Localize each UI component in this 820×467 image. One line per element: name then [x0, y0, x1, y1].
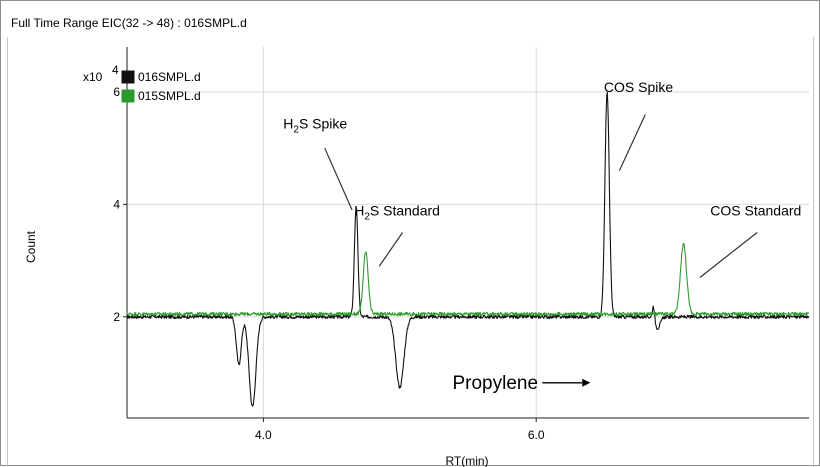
annotation-label-3: COS Standard — [710, 203, 801, 219]
legend-label-015smpl: 015SMPL.d — [138, 89, 201, 103]
propylene-arrow-head — [582, 378, 591, 387]
legend[interactable]: 016SMPL.d 015SMPL.d — [121, 70, 201, 103]
y-axis-label: Count — [24, 230, 38, 263]
annotations-layer: H2S Spike H2S Standard COS Spike COS Standa… — [283, 79, 801, 394]
y-tick-label-2: 2 — [113, 310, 120, 324]
propylene-callout: Propylene — [452, 373, 591, 394]
inner-frame — [7, 37, 814, 467]
axes-layer — [126, 47, 809, 419]
annotation-leader-1 — [378, 232, 404, 267]
annotation-3: COS Standard — [699, 203, 801, 278]
x-axis-label: RT(min) — [445, 454, 488, 467]
annotation-label-0: H2S Spike — [283, 116, 347, 136]
annotation-leader-3 — [699, 232, 758, 278]
annotation-0: H2S Spike — [283, 116, 353, 211]
propylene-label: Propylene — [452, 373, 538, 394]
legend-swatch-016smpl — [121, 70, 135, 84]
grid-layer — [127, 47, 809, 418]
y-tick-label-6: 6 — [113, 85, 120, 99]
annotation-label-2: COS Spike — [604, 79, 673, 95]
x-tick-label-4.0: 4.0 — [255, 428, 272, 442]
y-exponent-label: x10 — [83, 70, 103, 84]
annotation-leader-0 — [324, 147, 353, 211]
legend-swatch-015smpl — [121, 89, 135, 103]
panel-title: Full Time Range EIC(32 -> 48) : 016SMPL.… — [11, 16, 247, 30]
annotation-2: COS Spike — [604, 79, 673, 171]
y-tick-label-4: 4 — [113, 197, 120, 211]
x-tick-label-6.0: 6.0 — [528, 428, 545, 442]
trace-015smpl-d — [126, 242, 810, 317]
annotation-label-1: H2S Standard — [354, 203, 440, 223]
annotation-1: H2S Standard — [354, 203, 440, 267]
legend-label-016smpl: 016SMPL.d — [138, 70, 201, 84]
traces-layer — [126, 91, 810, 407]
y-exponent-value: 4 — [112, 63, 119, 77]
trace-016smpl-d — [126, 91, 810, 407]
annotation-leader-2 — [618, 114, 646, 171]
